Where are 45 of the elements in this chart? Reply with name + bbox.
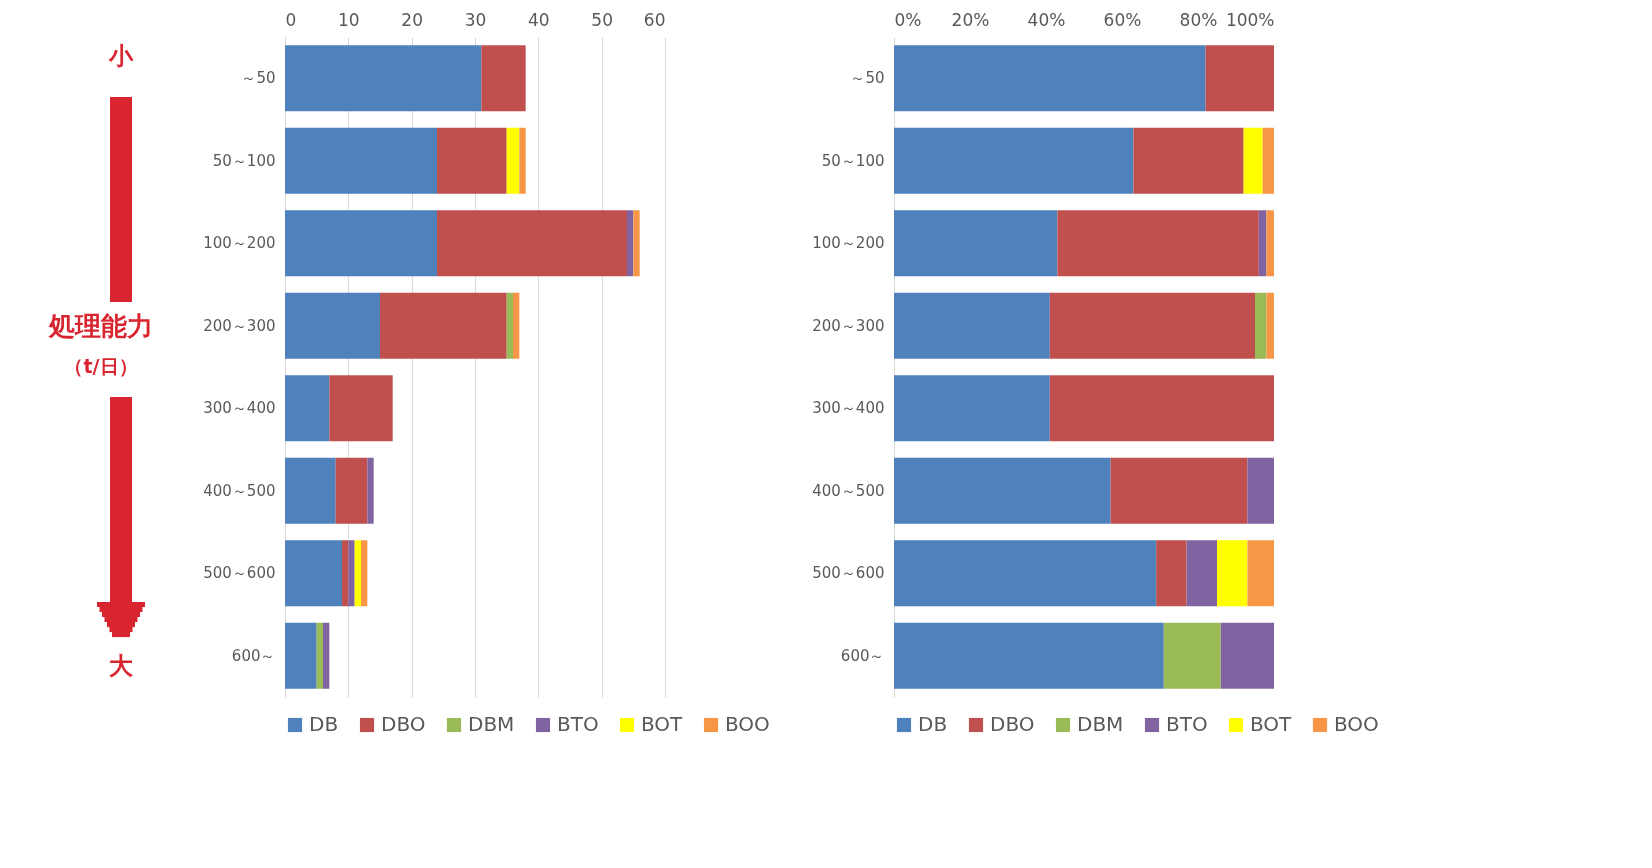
y-tick-label: 300～400 [203,399,276,418]
y-tick-label: 400～500 [203,481,276,500]
text: （t/日） [64,355,138,377]
y-tick-label: 50～100 [212,151,276,170]
x-tick-label: 30 [464,9,487,30]
text: 処理能力 [48,311,153,341]
legend-label: DBO [381,712,426,736]
x-tick-label: 40 [528,9,550,30]
y-tick-label: 300～400 [812,399,885,418]
x-tick-label: 20% [951,9,990,30]
x-tick-label: 60 [643,9,666,30]
y-tick-label: 200～300 [812,316,885,335]
x-tick-label: 80% [1179,9,1218,30]
y-tick-label: 500～600 [812,564,885,583]
legend-label: BOT [1250,712,1293,736]
y-tick-label: 100～200 [203,234,276,253]
x-tick-label: 50 [591,9,613,30]
text: 小 [108,42,134,70]
y-tick-label: 50～100 [821,151,885,170]
text: 大 [109,652,134,680]
x-tick-label: 100% [1225,9,1275,30]
series-label: DB [918,712,948,736]
legend-label: BOO [1334,712,1379,736]
x-tick-label: 20 [401,9,423,30]
legend-label: DB [309,712,339,736]
legend-label: BOT [641,712,684,736]
x-tick-label: 0% [894,9,922,30]
y-tick-label: 600～ [840,646,885,665]
x-tick-label: 40% [1027,9,1066,30]
legend-label: BTO [1166,712,1208,736]
legend-label: DBO [990,712,1035,736]
y-tick-label: 100～200 [812,234,885,253]
x-tick-label: 60% [1103,9,1142,30]
y-tick-label: 600～ [231,646,276,665]
x-tick-label: 10 [338,9,360,30]
y-tick-label: 400～500 [812,481,885,500]
legend-label: DBM [468,712,515,736]
y-tick-label: ～50 [241,69,276,88]
x-tick-label: 0 [285,9,297,30]
legend-label: BTO [557,712,599,736]
y-tick-label: 500～600 [203,564,276,583]
y-tick-label: ～50 [850,69,885,88]
y-tick-label: 200～300 [203,316,276,335]
legend-label: DBM [1077,712,1124,736]
legend-label: BOO [725,712,770,736]
